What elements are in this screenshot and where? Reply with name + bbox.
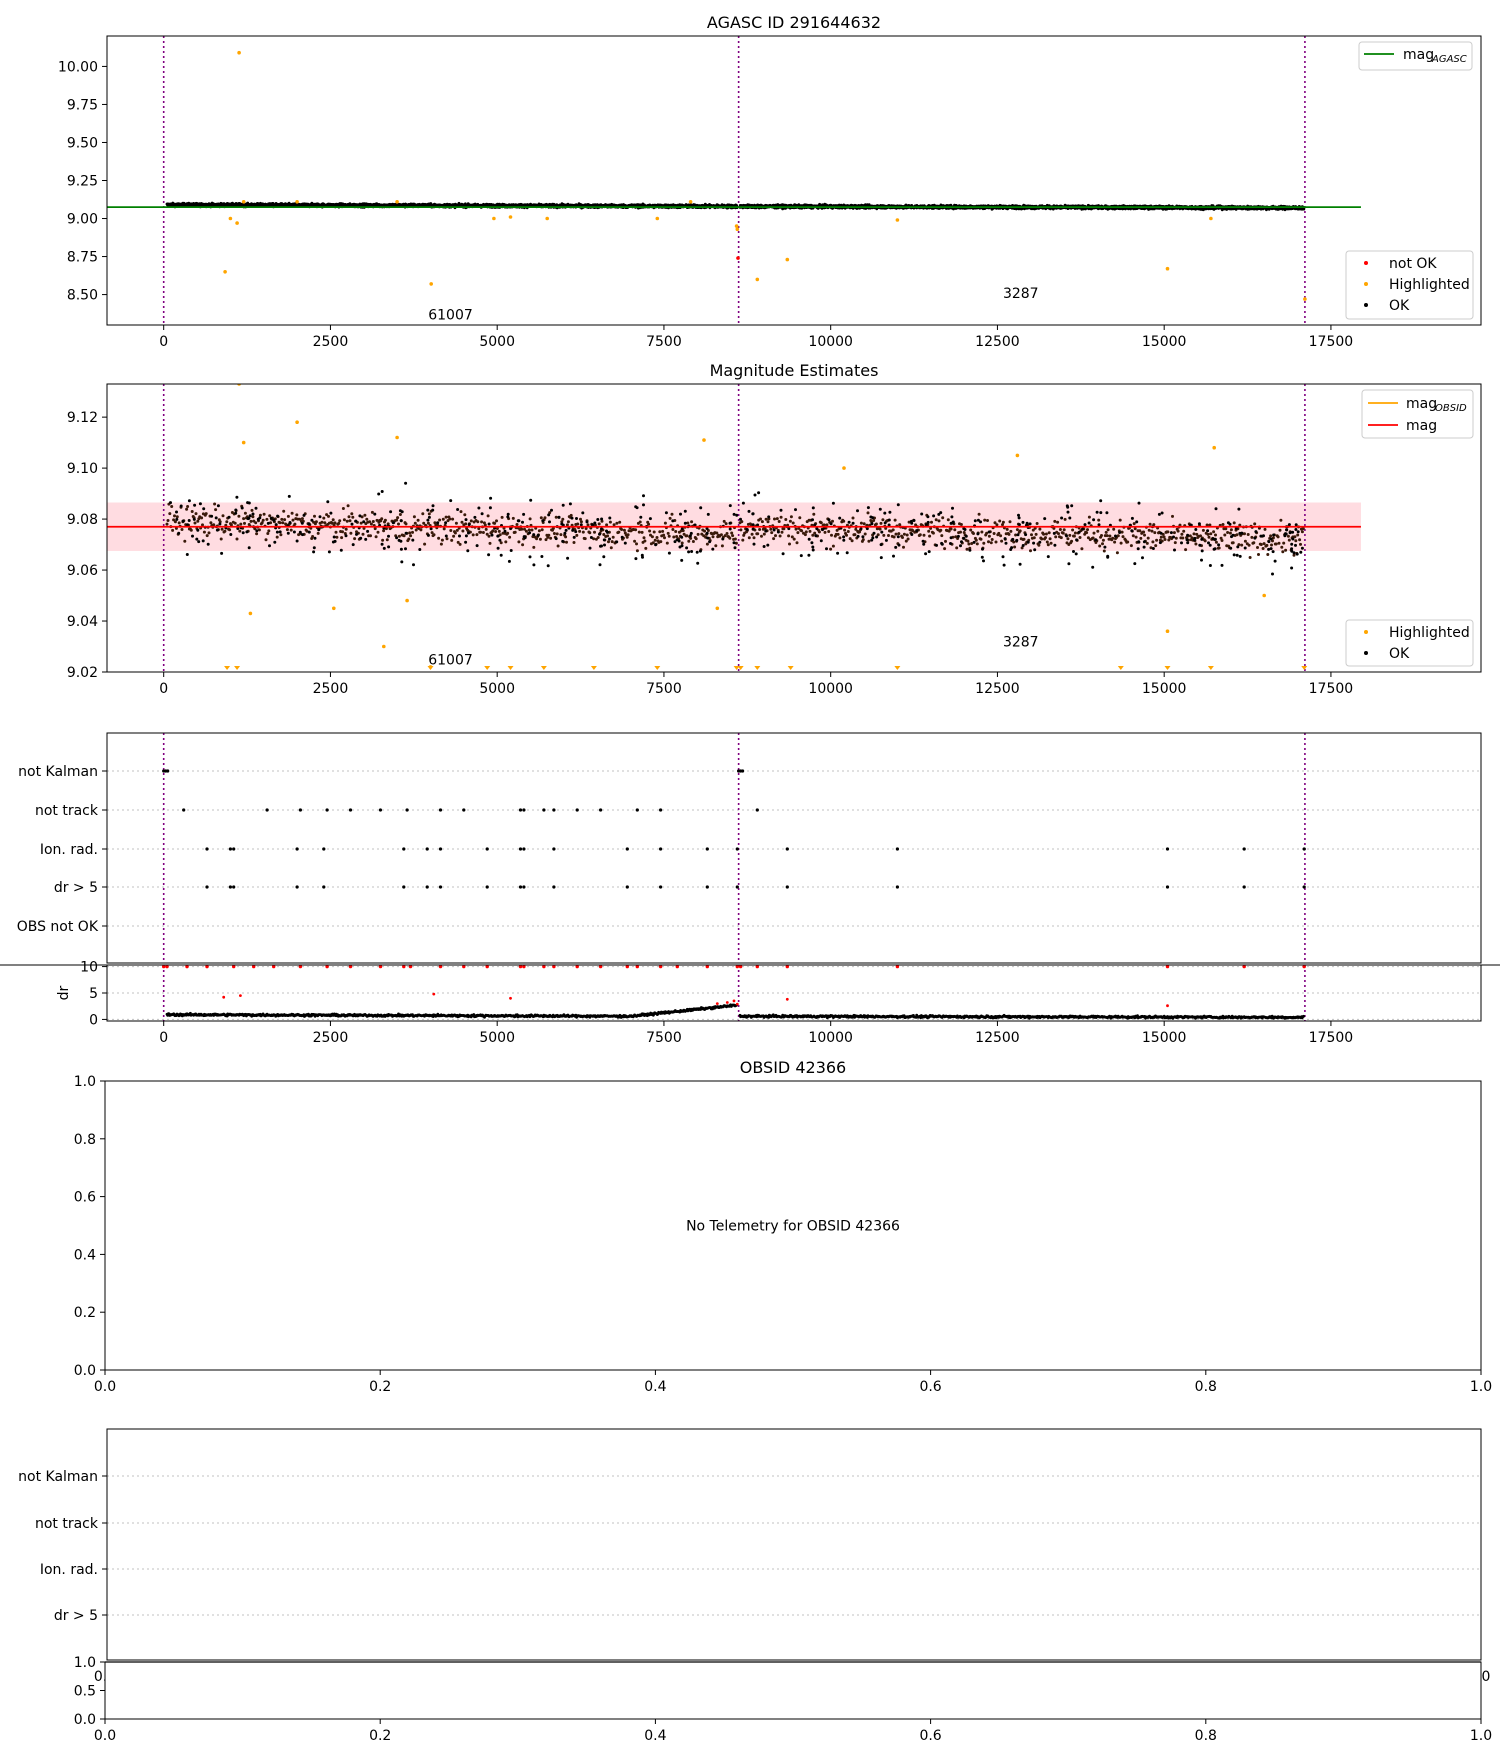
agasc-magnitude-panel: 6100732870 2500 5000 7500 10000 12500 15000 175… — [58, 13, 1482, 350]
plot-area: 610073287 — [107, 36, 1361, 325]
